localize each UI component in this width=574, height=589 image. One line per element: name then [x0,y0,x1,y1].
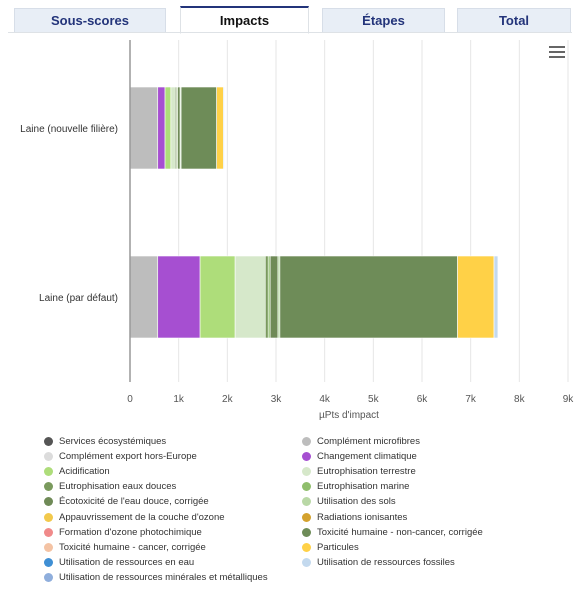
legend-label: Particules [317,541,359,553]
legend-item[interactable]: Toxicité humaine - non-cancer, corrigée [302,525,483,539]
legend-label: Utilisation de ressources fossiles [317,557,455,569]
legend-swatch [302,558,311,568]
legend-label: Toxicité humaine - non-cancer, corrigée [317,526,483,538]
impact-tabs: Sous-scores Impacts Étapes Total [0,0,574,34]
legend-label: Complément export hors-Europe [59,450,197,462]
legend-label: Eutrophisation eaux douces [59,481,177,493]
x-tick-label: 3k [271,394,283,405]
legend-label: Toxicité humaine - cancer, corrigée [59,541,206,553]
legend-item[interactable]: Eutrophisation eaux douces [44,480,176,494]
legend-swatch [44,482,53,492]
legend-swatch [302,527,311,537]
legend-label: Services écosystémiques [59,435,167,447]
legend-swatch [44,451,53,461]
tab-total[interactable]: Total [457,8,571,32]
tab-impacts[interactable]: Impacts [180,6,309,34]
legend-swatch [44,436,53,446]
x-axis-title: µPts d'impact [319,410,379,421]
bar-segment [129,86,159,170]
legend-item[interactable]: Utilisation de ressources minérales et m… [44,571,268,585]
legend-label: Utilisation des sols [317,496,396,508]
x-tick-label: 0 [127,394,133,405]
bar-segment [164,86,172,170]
x-tick-label: 9k [563,394,574,405]
y-category-label: Laine (nouvelle filière) [20,124,118,135]
legend-swatch [302,542,311,552]
legend-label: Formation d'ozone photochimique [59,526,202,538]
legend-item[interactable]: Appauvrissement de la couche d'ozone [44,510,225,524]
bar-segment [170,86,176,170]
x-tick-label: 2k [222,394,234,405]
legend-label: Complément microfibres [317,435,420,447]
legend-item[interactable]: Radiations ionisantes [302,510,407,524]
legend-swatch [44,466,53,476]
x-tick-label: 7k [465,394,477,405]
x-tick-label: 1k [173,394,185,405]
bar-segment [457,255,495,339]
x-tick-label: 5k [368,394,380,405]
bar-segment [157,255,201,339]
bar-segment [177,86,181,170]
legend-label: Utilisation de ressources en eau [59,557,195,569]
legend-swatch [302,482,311,492]
bar-segment [199,255,236,339]
legend-item[interactable]: Toxicité humaine - cancer, corrigée [44,540,206,554]
legend-item[interactable]: Services écosystémiques [44,434,166,448]
legend-swatch [302,512,311,522]
legend-label: Utilisation de ressources minérales et m… [59,572,268,584]
legend-swatch [302,451,311,461]
legend-swatch [302,497,311,507]
x-tick-label: 4k [319,394,331,405]
bar-segment [234,255,266,339]
x-tick-label: 8k [514,394,526,405]
legend-swatch [44,558,53,568]
bar-segment [157,86,166,170]
legend-item[interactable]: Eutrophisation terrestre [302,464,416,478]
tab-etapes[interactable]: Étapes [322,8,445,32]
bar-segment [279,255,458,339]
legend-item[interactable]: Complément microfibres [302,434,420,448]
bar-segment [180,86,217,170]
bar-segment [223,86,225,170]
legend-label: Écotoxicité de l'eau douce, corrigée [59,496,209,508]
legend-label: Eutrophisation marine [317,481,410,493]
impacts-stacked-bar-chart: 0 1k 2k 3k 4k 5k 6k 7k 8k 9k Laine (nouvelle filiè… [20,40,574,421]
bar-segment [493,255,499,339]
hamburger-menu-icon[interactable] [549,46,565,60]
legend-swatch [44,497,53,507]
legend-swatch [302,466,311,476]
legend-item[interactable]: Utilisation de ressources fossiles [302,556,455,570]
legend-item[interactable]: Particules [302,540,359,554]
legend-swatch [44,573,53,583]
legend-label: Appauvrissement de la couche d'ozone [59,511,225,523]
legend-item[interactable]: Utilisation des sols [302,495,396,509]
legend-item[interactable]: Eutrophisation marine [302,480,409,494]
legend-swatch [44,542,53,552]
tab-sous-scores[interactable]: Sous-scores [14,8,166,32]
tabs-divider [8,32,572,33]
legend-swatch [44,512,53,522]
legend-label: Radiations ionisantes [317,511,408,523]
legend-label: Changement climatique [317,450,417,462]
legend-item[interactable]: Formation d'ozone photochimique [44,525,202,539]
bar-segment [269,255,279,339]
bar-segment [264,255,269,339]
legend-item[interactable]: Acidification [44,464,110,478]
x-tick-label: 6k [417,394,429,405]
bar-segment [216,86,224,170]
legend-label: Eutrophisation terrestre [317,465,416,477]
legend-item[interactable]: Changement climatique [302,449,417,463]
legend-item[interactable]: Écotoxicité de l'eau douce, corrigée [44,495,209,509]
legend-swatch [44,527,53,537]
legend-item[interactable]: Complément export hors-Europe [44,449,197,463]
bar-segment [129,255,159,339]
legend-label: Acidification [59,465,110,477]
y-category-label: Laine (par défaut) [39,293,118,304]
legend-item[interactable]: Utilisation de ressources en eau [44,556,194,570]
legend-swatch [302,436,311,446]
